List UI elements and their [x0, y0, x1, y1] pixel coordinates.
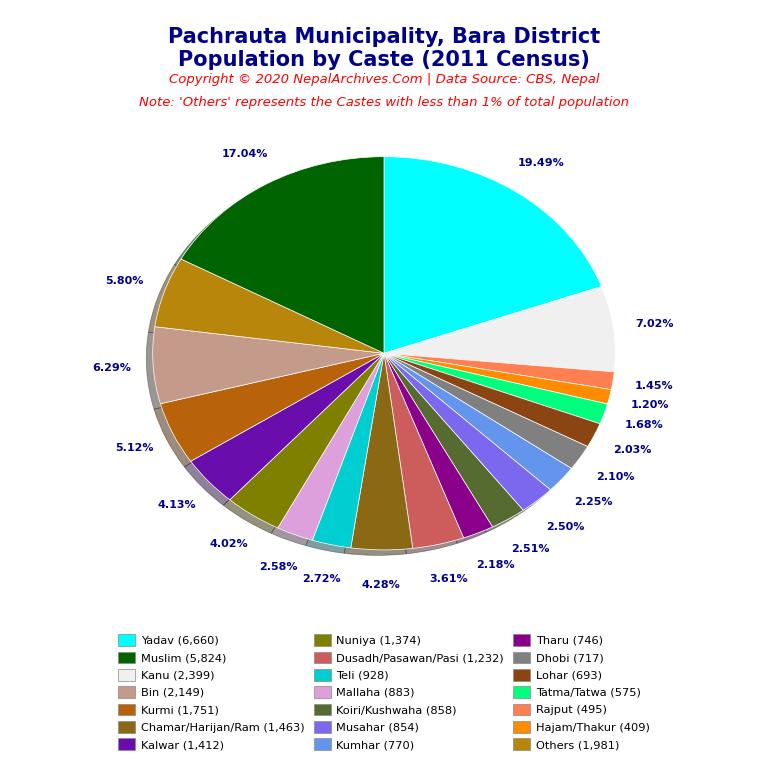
Text: 7.02%: 7.02%: [636, 319, 674, 329]
Text: 2.50%: 2.50%: [546, 522, 584, 532]
Wedge shape: [384, 353, 607, 424]
Text: 1.20%: 1.20%: [631, 399, 670, 409]
Text: 2.10%: 2.10%: [596, 472, 634, 482]
Wedge shape: [384, 157, 601, 353]
Text: 1.68%: 1.68%: [624, 420, 663, 430]
Wedge shape: [384, 353, 611, 404]
Text: 5.80%: 5.80%: [105, 276, 144, 286]
Wedge shape: [384, 353, 600, 446]
Text: 2.25%: 2.25%: [574, 497, 613, 507]
Wedge shape: [384, 286, 615, 372]
Wedge shape: [153, 326, 384, 404]
Text: Note: 'Others' represents the Castes with less than 1% of total population: Note: 'Others' represents the Castes wit…: [139, 96, 629, 109]
Wedge shape: [384, 353, 571, 490]
Legend: Yadav (6,660), Muslim (5,824), Kanu (2,399), Bin (2,149), Kurmi (1,751), Chamar/: Yadav (6,660), Muslim (5,824), Kanu (2,3…: [114, 630, 654, 755]
Text: 5.12%: 5.12%: [115, 443, 154, 453]
Text: 2.18%: 2.18%: [476, 560, 515, 570]
Wedge shape: [230, 353, 384, 528]
Text: 1.45%: 1.45%: [635, 381, 674, 391]
Text: Pachrauta Municipality, Bara District: Pachrauta Municipality, Bara District: [168, 27, 600, 47]
Wedge shape: [155, 259, 384, 353]
Wedge shape: [384, 353, 551, 510]
Text: 17.04%: 17.04%: [221, 149, 268, 159]
Text: 19.49%: 19.49%: [518, 158, 564, 168]
Text: 6.29%: 6.29%: [92, 362, 131, 372]
Text: 4.13%: 4.13%: [158, 500, 197, 510]
Wedge shape: [181, 157, 384, 353]
Wedge shape: [384, 353, 492, 538]
Text: 4.28%: 4.28%: [362, 581, 401, 591]
Text: Copyright © 2020 NepalArchives.Com | Data Source: CBS, Nepal: Copyright © 2020 NepalArchives.Com | Dat…: [169, 73, 599, 86]
Wedge shape: [351, 353, 412, 550]
Wedge shape: [190, 353, 384, 500]
Text: 2.72%: 2.72%: [303, 574, 341, 584]
Wedge shape: [384, 353, 614, 389]
Wedge shape: [384, 353, 588, 468]
Wedge shape: [313, 353, 384, 548]
Text: 2.03%: 2.03%: [613, 445, 651, 455]
Text: 2.58%: 2.58%: [260, 562, 298, 572]
Text: Population by Caste (2011 Census): Population by Caste (2011 Census): [178, 50, 590, 70]
Wedge shape: [278, 353, 384, 540]
Wedge shape: [384, 353, 464, 548]
Wedge shape: [384, 353, 523, 527]
Wedge shape: [161, 353, 384, 462]
Text: 2.51%: 2.51%: [511, 544, 550, 554]
Text: 4.02%: 4.02%: [210, 539, 248, 549]
Text: 3.61%: 3.61%: [429, 574, 468, 584]
